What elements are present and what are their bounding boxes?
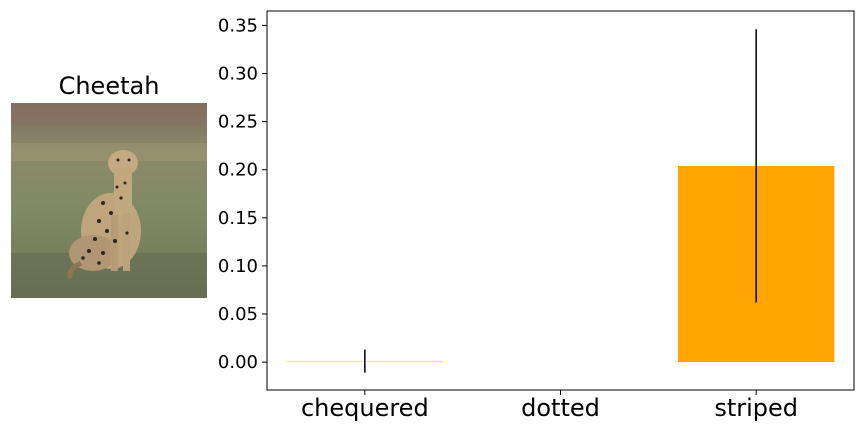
image-title: Cheetah <box>58 72 160 100</box>
y-tick-label: 0.10 <box>218 256 258 277</box>
cheetah-photo <box>11 103 207 298</box>
y-tick-label: 0.15 <box>218 208 258 229</box>
y-tick-label: 0.00 <box>218 352 258 373</box>
y-tick-label: 0.05 <box>218 304 258 325</box>
y-tick-label: 0.35 <box>218 15 258 36</box>
y-tick-label: 0.30 <box>218 64 258 85</box>
x-tick-label: chequered <box>301 394 429 422</box>
y-tick-label: 0.20 <box>218 160 258 181</box>
bar-dotted <box>482 362 639 363</box>
x-tick-label: dotted <box>521 394 600 422</box>
x-tick-label: striped <box>714 394 798 422</box>
y-tick-label: 0.25 <box>218 112 258 133</box>
